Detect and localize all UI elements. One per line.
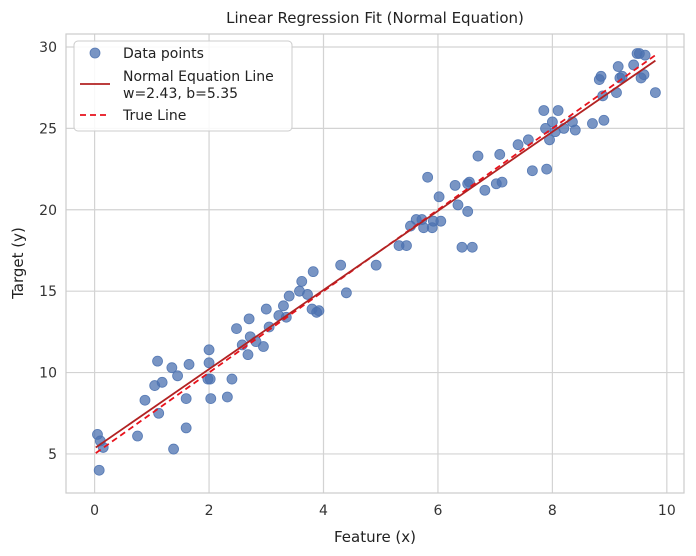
data-point (183, 359, 195, 370)
x-tick-label: 4 (319, 503, 328, 519)
data-point (612, 61, 624, 72)
y-axis-label: Target (y) (9, 227, 27, 300)
data-point (479, 184, 491, 196)
data-point (449, 179, 461, 191)
data-point (541, 163, 553, 175)
y-tick-label: 20 (39, 203, 57, 219)
data-point (494, 149, 506, 160)
grid (66, 34, 684, 493)
data-point (93, 464, 105, 476)
data-point (168, 443, 179, 455)
data-point (587, 118, 598, 129)
plot-frame (65, 33, 685, 494)
data-point (139, 394, 151, 406)
data-point (180, 422, 192, 434)
data-point (132, 430, 143, 442)
data-point (546, 116, 558, 128)
data-point (598, 114, 610, 126)
data-point (639, 49, 651, 61)
data-point (260, 303, 272, 315)
data-point (203, 344, 215, 356)
data-point (422, 171, 434, 183)
legend-scatter-marker (89, 47, 101, 59)
data-point (243, 313, 255, 325)
data-point (205, 393, 217, 404)
data-point (569, 124, 581, 136)
data-point (258, 341, 269, 352)
y-tick-label: 10 (39, 366, 57, 382)
data-points (92, 48, 661, 476)
data-point (466, 241, 478, 253)
data-point (203, 357, 215, 369)
data-point (221, 391, 233, 403)
data-point (512, 139, 524, 151)
data-point (231, 323, 242, 335)
data-point (172, 370, 183, 382)
data-point (296, 276, 308, 287)
data-point (433, 191, 445, 203)
data-point (472, 150, 484, 162)
y-tick-label: 5 (48, 447, 57, 463)
data-point (595, 70, 607, 82)
x-axis-label: Feature (x) (334, 528, 416, 546)
x-tick-label: 0 (90, 503, 99, 519)
data-point (649, 87, 661, 98)
regression-lines (95, 54, 656, 454)
data-point (526, 165, 538, 177)
data-point (153, 407, 165, 419)
legend-true-label: True Line (122, 108, 186, 124)
data-point (552, 105, 564, 116)
data-point (156, 376, 168, 388)
data-point (302, 289, 313, 300)
data-point (496, 176, 508, 188)
legend-scatter-label: Data points (123, 46, 204, 62)
normal-equation-line (95, 59, 656, 449)
data-point (313, 305, 325, 317)
data-point (435, 215, 447, 227)
x-tick-label: 2 (205, 503, 214, 519)
data-point (638, 69, 650, 81)
data-point (462, 206, 474, 217)
data-point (307, 266, 319, 278)
data-point (226, 373, 238, 385)
legend-box (73, 40, 293, 132)
data-point (278, 300, 289, 312)
data-point (452, 199, 464, 211)
data-point (283, 290, 295, 302)
data-point (335, 259, 347, 271)
legend-fit-label-line1: Normal Equation Line (123, 69, 274, 85)
data-point (180, 393, 192, 404)
data-point (456, 241, 468, 253)
chart-title: Linear Regression Fit (Normal Equation) (226, 9, 524, 27)
y-tick-label: 25 (39, 121, 57, 137)
data-point (401, 240, 412, 251)
y-tick-label: 30 (39, 40, 57, 56)
legend: Data points Normal Equation Line w=2.43,… (73, 40, 293, 132)
data-point (340, 287, 352, 299)
legend-fit-label-line2: w=2.43, b=5.35 (123, 86, 238, 102)
data-point (616, 70, 628, 82)
data-point (152, 355, 163, 367)
data-point (538, 105, 550, 116)
x-tick-label: 6 (433, 503, 442, 519)
x-tick-label: 10 (658, 503, 676, 519)
tick-labels: 0 2 4 6 8 10 5 10 15 20 25 30 (39, 40, 676, 519)
x-tick-label: 8 (548, 503, 557, 519)
data-point (204, 373, 216, 385)
data-point (166, 362, 178, 374)
y-tick-label: 15 (39, 284, 57, 300)
data-point (242, 349, 254, 361)
data-point (370, 259, 382, 271)
